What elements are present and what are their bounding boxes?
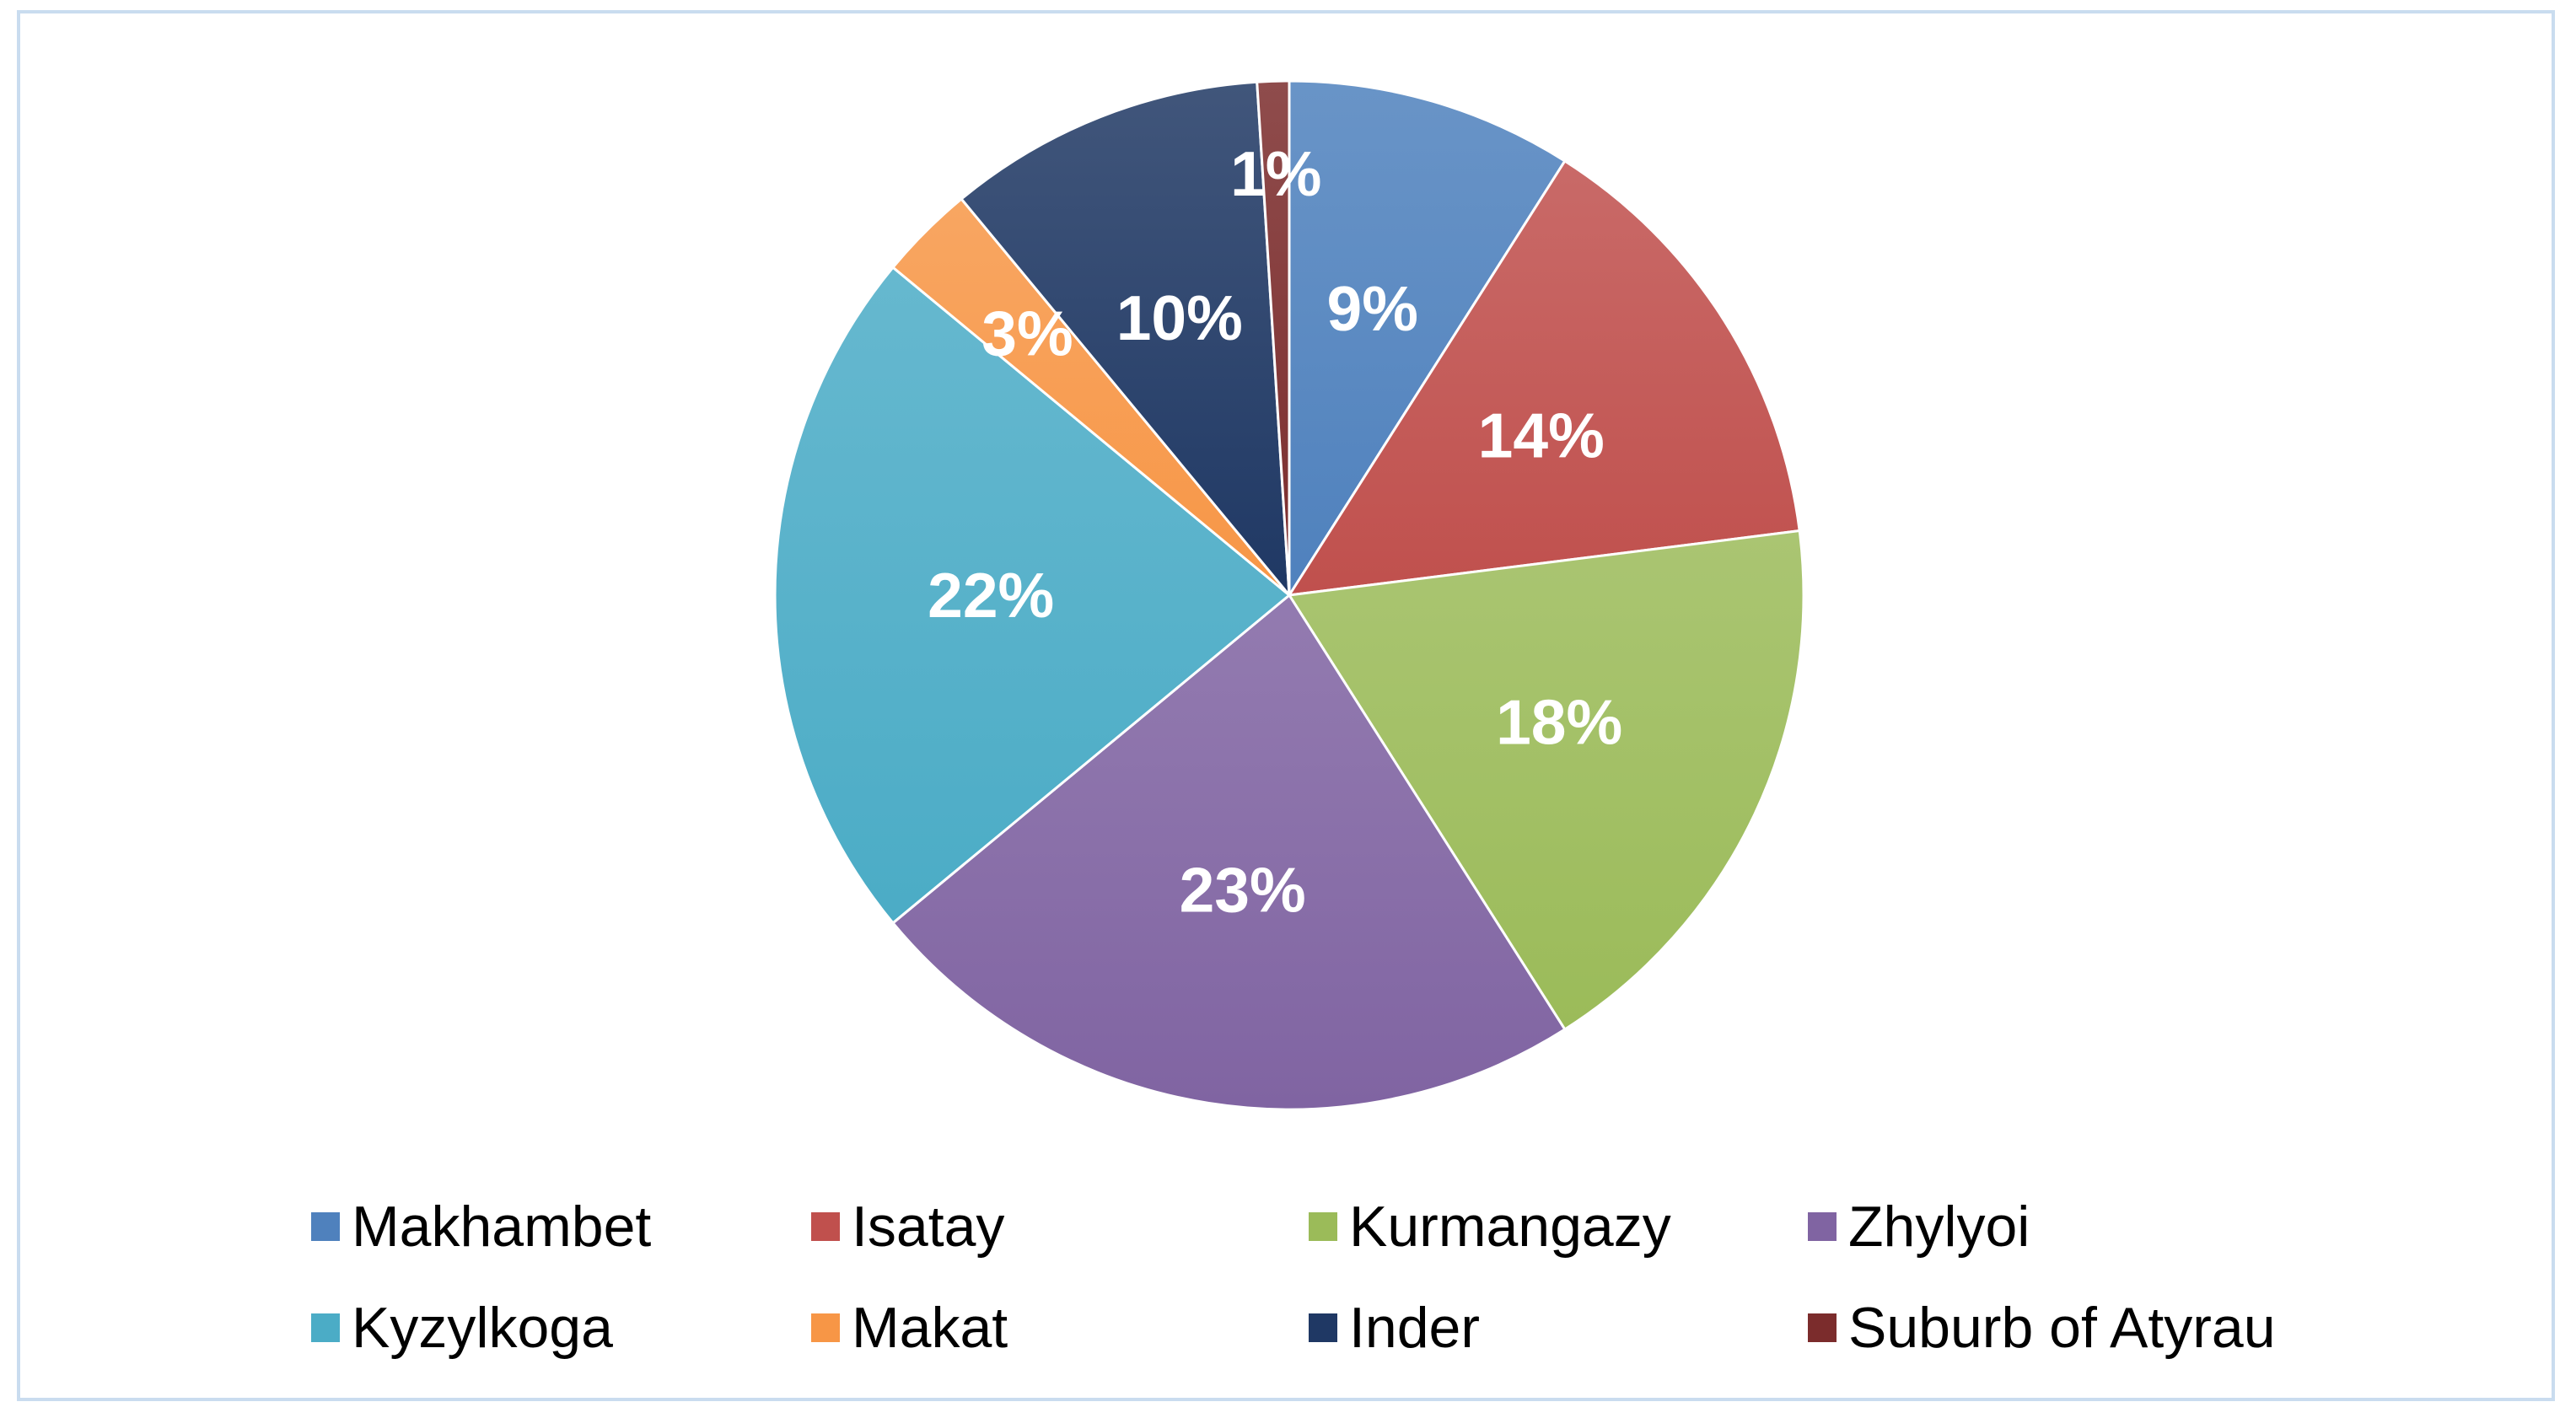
legend-swatch-kyzylkoga xyxy=(311,1313,340,1342)
pie-slice-inder xyxy=(960,80,1291,599)
legend-label-kurmangazy: Kurmangazy xyxy=(1349,1195,1671,1259)
pie-slices xyxy=(773,79,1805,1111)
legend-item-suburb-of-atyrau: Suburb of Atyrau xyxy=(1808,1296,2276,1360)
legend-item-kurmangazy: Kurmangazy xyxy=(1309,1195,1671,1259)
pie-slice-kurmangazy xyxy=(1287,529,1805,1032)
legend-swatch-kurmangazy xyxy=(1309,1212,1337,1241)
legend: Makhambet Isatay Kurmangazy Zhylyoi Kyzylkog… xyxy=(311,1195,2276,1360)
legend-swatch-zhylyoi xyxy=(1808,1212,1837,1241)
legend-item-makat: Makat xyxy=(811,1296,1008,1360)
legend-swatch-inder xyxy=(1309,1313,1337,1342)
legend-label-suburb-of-atyrau: Suburb of Atyrau xyxy=(1848,1296,2276,1360)
legend-label-makat: Makat xyxy=(852,1296,1008,1360)
legend-label-zhylyoi: Zhylyoi xyxy=(1848,1195,2030,1259)
legend-item-kyzylkoga: Kyzylkoga xyxy=(311,1296,613,1360)
legend-label-inder: Inder xyxy=(1349,1296,1480,1360)
chart-frame: 9% 14% 18% 23% 22% 3% 10% 1% Makhambet Isatay Kur… xyxy=(17,10,2555,1401)
data-label-kurmangazy: 18% xyxy=(1496,687,1622,758)
data-label-makat: 3% xyxy=(981,298,1073,368)
data-label-isatay: 14% xyxy=(1478,400,1605,470)
legend-label-isatay: Isatay xyxy=(852,1195,1004,1259)
pie-slice-zhylyoi xyxy=(890,593,1567,1111)
legend-label-makhambet: Makhambet xyxy=(352,1195,651,1259)
legend-label-kyzylkoga: Kyzylkoga xyxy=(352,1296,613,1360)
data-label-inder: 10% xyxy=(1116,282,1243,353)
legend-item-zhylyoi: Zhylyoi xyxy=(1808,1195,2030,1259)
pie-slice-kyzylkoga xyxy=(773,266,1292,925)
data-label-zhylyoi: 23% xyxy=(1180,854,1306,925)
legend-item-isatay: Isatay xyxy=(811,1195,1004,1259)
legend-swatch-isatay xyxy=(811,1212,840,1241)
pie-slice-makhambet xyxy=(1288,79,1567,600)
data-label-kyzylkoga: 22% xyxy=(928,560,1054,631)
pie-chart: 9% 14% 18% 23% 22% 3% 10% 1% Makhambet Isatay Kur… xyxy=(311,79,2276,1360)
legend-swatch-makhambet xyxy=(311,1212,340,1241)
pie-slice-suburb-of-atyrau xyxy=(1256,79,1291,596)
legend-item-makhambet: Makhambet xyxy=(311,1195,651,1259)
legend-item-inder: Inder xyxy=(1309,1296,1480,1360)
legend-swatch-suburb-of-atyrau xyxy=(1808,1313,1837,1342)
data-labels: 9% 14% 18% 23% 22% 3% 10% 1% xyxy=(928,138,1622,925)
data-label-suburb-of-atyrau: 1% xyxy=(1230,138,1321,209)
pie-slice-isatay xyxy=(1287,158,1801,597)
data-label-makhambet: 9% xyxy=(1327,273,1418,344)
legend-swatch-makat xyxy=(811,1313,840,1342)
